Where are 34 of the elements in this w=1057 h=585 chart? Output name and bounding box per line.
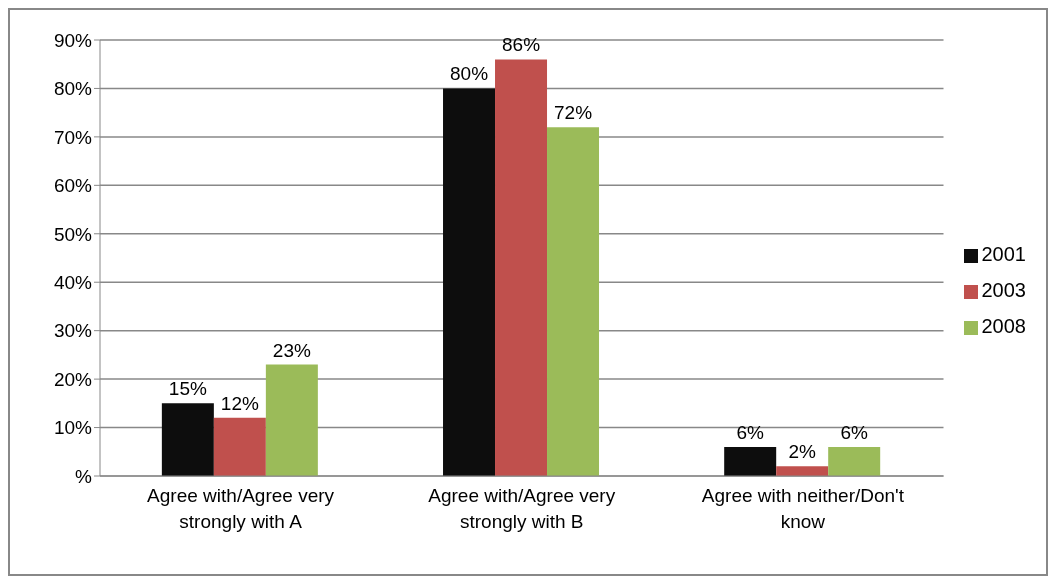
bar	[213, 417, 266, 476]
y-tick-label: 30%	[53, 320, 93, 342]
bar	[828, 446, 881, 476]
data-label: 15%	[168, 378, 207, 400]
y-tick-label: 40%	[53, 271, 93, 293]
x-tick-label: Agree with neither/Don't know	[701, 485, 905, 532]
legend-label: 2008	[981, 315, 1026, 337]
y-tick-label: 20%	[53, 368, 93, 390]
x-tick-label: Agree with/Agree very strongly with B	[428, 485, 616, 532]
legend-label: 2001	[981, 243, 1026, 265]
y-tick-label: 70%	[53, 126, 93, 148]
bar	[265, 364, 318, 476]
y-tick-label: 80%	[53, 78, 93, 100]
data-label: 12%	[220, 392, 259, 414]
data-label: 2%	[788, 441, 817, 463]
data-label: 6%	[736, 421, 765, 443]
data-label: 72%	[554, 102, 593, 124]
data-label: 80%	[450, 63, 489, 85]
data-label: 86%	[502, 34, 541, 56]
bar	[443, 88, 496, 476]
bar	[547, 127, 600, 476]
bar	[724, 446, 777, 476]
y-tick-label: %	[75, 465, 93, 487]
bar	[161, 403, 214, 476]
y-tick-label: 10%	[53, 417, 93, 439]
bar	[776, 466, 829, 476]
data-label: 6%	[840, 421, 869, 443]
bar	[495, 59, 548, 476]
x-tick-label: Agree with/Agree very strongly with A	[147, 485, 335, 532]
y-tick-label: 60%	[53, 175, 93, 197]
y-tick-label: 50%	[53, 223, 93, 245]
legend-label: 2003	[981, 279, 1026, 301]
y-tick-label: 90%	[53, 29, 93, 51]
data-label: 23%	[272, 339, 311, 361]
